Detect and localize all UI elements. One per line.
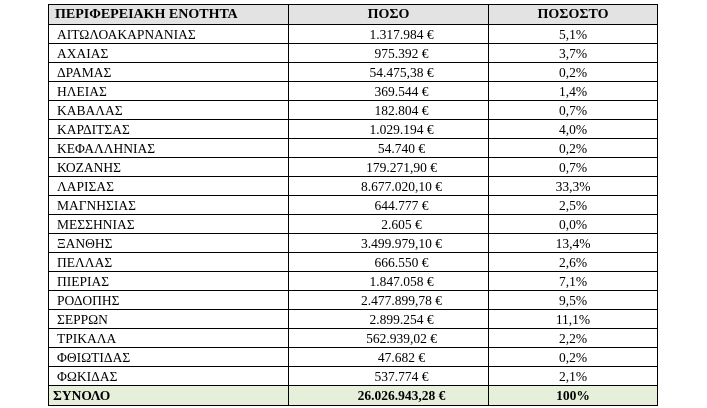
table-row: ΤΡΙΚΑΛΑ 562.939,02 €2,2% <box>48 328 658 348</box>
amount-cell: 644.777 € <box>288 195 489 215</box>
region-cell: ΑΙΤΩΛΟΑΚΑΡΝΑΝΙΑΣ <box>48 24 289 44</box>
percent-cell: 11,1% <box>488 309 658 329</box>
amount-cell: 1.029.194 € <box>288 119 489 139</box>
table-footer: ΣΥΝΟΛΟ 26.026.943,28 € 100% <box>48 385 658 406</box>
percent-cell: 0,0% <box>488 214 658 234</box>
region-cell: ΚΟΖΑΝΗΣ <box>48 157 289 177</box>
percent-cell: 0,2% <box>488 347 658 367</box>
region-cell: ΗΛΕΙΑΣ <box>48 81 289 101</box>
table-row: ΚΑΒΑΛΑΣ 182.804 €0,7% <box>48 100 658 120</box>
amount-cell: 975.392 € <box>288 43 489 63</box>
amount-cell: 1.847.058 € <box>288 271 489 291</box>
amount-cell: 666.550 € <box>288 252 489 272</box>
table-row: ΡΟΔΟΠΗΣ 2.477.899,78 €9,5% <box>48 290 658 310</box>
regions-amount-table: ΠΕΡΙΦΕΡΕΙΑΚΗ ΕΝΟΤΗΤΑ ΠΟΣΟ ΠΟΣΟΣΤΟ ΑΙΤΩΛΟ… <box>48 4 658 406</box>
region-cell: ΠΕΛΛΑΣ <box>48 252 289 272</box>
amount-cell: 2.477.899,78 € <box>288 290 489 310</box>
region-cell: ΦΘΙΩΤΙΔΑΣ <box>48 347 289 367</box>
percent-cell: 1,4% <box>488 81 658 101</box>
header-region: ΠΕΡΙΦΕΡΕΙΑΚΗ ΕΝΟΤΗΤΑ <box>48 4 289 25</box>
percent-cell: 0,2% <box>488 62 658 82</box>
percent-cell: 4,0% <box>488 119 658 139</box>
table-row: ΠΕΛΛΑΣ 666.550 €2,6% <box>48 252 658 272</box>
table-body: ΑΙΤΩΛΟΑΚΑΡΝΑΝΙΑΣ 1.317.984 €5,1% ΑΧΑΙΑΣ 975… <box>48 24 658 386</box>
table-row: ΑΙΤΩΛΟΑΚΑΡΝΑΝΙΑΣ 1.317.984 €5,1% <box>48 24 658 44</box>
table-row: ΦΘΙΩΤΙΔΑΣ 47.682 €0,2% <box>48 347 658 367</box>
amount-cell: 1.317.984 € <box>288 24 489 44</box>
region-cell: ΣΕΡΡΩΝ <box>48 309 289 329</box>
table-row: ΛΑΡΙΣΑΣ 8.677.020,10 €33,3% <box>48 176 658 196</box>
total-row: ΣΥΝΟΛΟ 26.026.943,28 € 100% <box>48 385 658 406</box>
percent-cell: 0,7% <box>488 100 658 120</box>
region-cell: ΜΕΣΣΗΝΙΑΣ <box>48 214 289 234</box>
percent-cell: 7,1% <box>488 271 658 291</box>
percent-cell: 13,4% <box>488 233 658 253</box>
header-row: ΠΕΡΙΦΕΡΕΙΑΚΗ ΕΝΟΤΗΤΑ ΠΟΣΟ ΠΟΣΟΣΤΟ <box>48 4 658 25</box>
amount-cell: 2.899.254 € <box>288 309 489 329</box>
table-row: ΞΑΝΘΗΣ 3.499.979,10 €13,4% <box>48 233 658 253</box>
table-row: ΜΑΓΝΗΣΙΑΣ 644.777 €2,5% <box>48 195 658 215</box>
percent-cell: 2,2% <box>488 328 658 348</box>
amount-cell: 47.682 € <box>288 347 489 367</box>
region-cell: ΑΧΑΙΑΣ <box>48 43 289 63</box>
amount-cell: 182.804 € <box>288 100 489 120</box>
table-row: ΚΕΦΑΛΛΗΝΙΑΣ 54.740 €0,2% <box>48 138 658 158</box>
table-row: ΠΙΕΡΙΑΣ 1.847.058 €7,1% <box>48 271 658 291</box>
table-row: ΦΩΚΙΔΑΣ 537.774 €2,1% <box>48 366 658 386</box>
percent-cell: 9,5% <box>488 290 658 310</box>
amount-cell: 369.544 € <box>288 81 489 101</box>
region-cell: ΛΑΡΙΣΑΣ <box>48 176 289 196</box>
amount-cell: 8.677.020,10 € <box>288 176 489 196</box>
table-row: ΚΟΖΑΝΗΣ 179.271,90 €0,7% <box>48 157 658 177</box>
amount-cell: 2.605 € <box>288 214 489 234</box>
region-cell: ΦΩΚΙΔΑΣ <box>48 366 289 386</box>
percent-cell: 3,7% <box>488 43 658 63</box>
table-row: ΔΡΑΜΑΣ 54.475,38 €0,2% <box>48 62 658 82</box>
region-cell: ΞΑΝΘΗΣ <box>48 233 289 253</box>
region-cell: ΤΡΙΚΑΛΑ <box>48 328 289 348</box>
amount-cell: 54.740 € <box>288 138 489 158</box>
table-row: ΑΧΑΙΑΣ 975.392 €3,7% <box>48 43 658 63</box>
region-cell: ΚΑΡΔΙΤΣΑΣ <box>48 119 289 139</box>
total-percent: 100% <box>488 385 658 406</box>
header-percent: ΠΟΣΟΣΤΟ <box>488 4 658 25</box>
table-row: ΗΛΕΙΑΣ 369.544 €1,4% <box>48 81 658 101</box>
total-label: ΣΥΝΟΛΟ <box>48 385 289 406</box>
percent-cell: 2,5% <box>488 195 658 215</box>
table-header: ΠΕΡΙΦΕΡΕΙΑΚΗ ΕΝΟΤΗΤΑ ΠΟΣΟ ΠΟΣΟΣΤΟ <box>48 4 658 25</box>
amount-cell: 3.499.979,10 € <box>288 233 489 253</box>
percent-cell: 0,2% <box>488 138 658 158</box>
amount-cell: 537.774 € <box>288 366 489 386</box>
percent-cell: 5,1% <box>488 24 658 44</box>
table-row: ΣΕΡΡΩΝ 2.899.254 €11,1% <box>48 309 658 329</box>
region-cell: ΠΙΕΡΙΑΣ <box>48 271 289 291</box>
table-row: ΜΕΣΣΗΝΙΑΣ 2.605 €0,0% <box>48 214 658 234</box>
amount-cell: 562.939,02 € <box>288 328 489 348</box>
region-cell: ΚΕΦΑΛΛΗΝΙΑΣ <box>48 138 289 158</box>
table-row: ΚΑΡΔΙΤΣΑΣ 1.029.194 €4,0% <box>48 119 658 139</box>
header-amount: ΠΟΣΟ <box>288 4 489 25</box>
percent-cell: 33,3% <box>488 176 658 196</box>
region-cell: ΔΡΑΜΑΣ <box>48 62 289 82</box>
amount-cell: 179.271,90 € <box>288 157 489 177</box>
percent-cell: 2,6% <box>488 252 658 272</box>
amount-cell: 54.475,38 € <box>288 62 489 82</box>
percent-cell: 2,1% <box>488 366 658 386</box>
total-amount: 26.026.943,28 € <box>288 385 489 406</box>
region-cell: ΜΑΓΝΗΣΙΑΣ <box>48 195 289 215</box>
region-cell: ΚΑΒΑΛΑΣ <box>48 100 289 120</box>
region-cell: ΡΟΔΟΠΗΣ <box>48 290 289 310</box>
percent-cell: 0,7% <box>488 157 658 177</box>
